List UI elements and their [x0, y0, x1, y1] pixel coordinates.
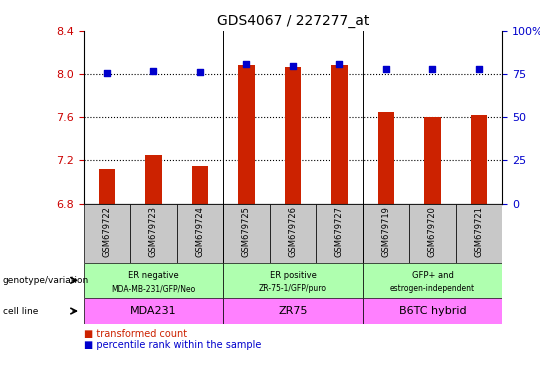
Text: ZR75: ZR75	[278, 306, 308, 316]
Text: GSM679721: GSM679721	[475, 207, 483, 257]
Point	[382, 65, 390, 71]
Text: genotype/variation: genotype/variation	[3, 276, 89, 285]
Title: GDS4067 / 227277_at: GDS4067 / 227277_at	[217, 14, 369, 28]
Text: GSM679724: GSM679724	[195, 207, 205, 257]
Bar	[99, 169, 115, 204]
Bar	[332, 65, 348, 204]
Text: ZR-75-1/GFP/puro: ZR-75-1/GFP/puro	[259, 285, 327, 293]
Bar	[363, 204, 409, 263]
Text: GSM679726: GSM679726	[288, 207, 298, 258]
Text: cell line: cell line	[3, 306, 38, 316]
Bar	[363, 263, 502, 298]
Point	[149, 68, 158, 74]
Bar	[285, 68, 301, 204]
Bar	[223, 263, 363, 298]
Text: MDA-MB-231/GFP/Neo: MDA-MB-231/GFP/Neo	[111, 285, 195, 293]
Bar	[84, 204, 130, 263]
Bar	[316, 204, 363, 263]
Bar	[192, 166, 208, 204]
Bar	[238, 65, 254, 204]
Bar	[363, 298, 502, 324]
Text: GSM679720: GSM679720	[428, 207, 437, 257]
Text: ER positive: ER positive	[269, 271, 316, 280]
Point	[335, 61, 344, 67]
Text: GSM679722: GSM679722	[103, 207, 111, 257]
Text: GSM679727: GSM679727	[335, 207, 344, 258]
Text: ■ percentile rank within the sample: ■ percentile rank within the sample	[84, 339, 261, 350]
Text: GSM679725: GSM679725	[242, 207, 251, 257]
Text: ■ transformed count: ■ transformed count	[84, 329, 187, 339]
Bar	[145, 155, 161, 204]
Point	[195, 69, 204, 75]
Text: GFP+ and: GFP+ and	[411, 271, 454, 280]
Bar	[378, 112, 394, 204]
Bar	[409, 204, 456, 263]
Text: GSM679719: GSM679719	[381, 207, 390, 257]
Point	[428, 65, 437, 71]
Bar	[177, 204, 223, 263]
Text: GSM679723: GSM679723	[149, 207, 158, 258]
Bar	[223, 298, 363, 324]
Bar	[130, 204, 177, 263]
Point	[103, 70, 111, 76]
Bar	[471, 115, 487, 204]
Bar	[424, 117, 441, 204]
Point	[242, 61, 251, 67]
Text: B6TC hybrid: B6TC hybrid	[399, 306, 466, 316]
Text: ER negative: ER negative	[128, 271, 179, 280]
Point	[475, 65, 483, 71]
Bar	[456, 204, 502, 263]
Bar	[84, 263, 223, 298]
Bar	[269, 204, 316, 263]
Point	[289, 63, 298, 70]
Bar	[223, 204, 269, 263]
Text: estrogen-independent: estrogen-independent	[390, 285, 475, 293]
Text: MDA231: MDA231	[130, 306, 177, 316]
Bar	[84, 298, 223, 324]
